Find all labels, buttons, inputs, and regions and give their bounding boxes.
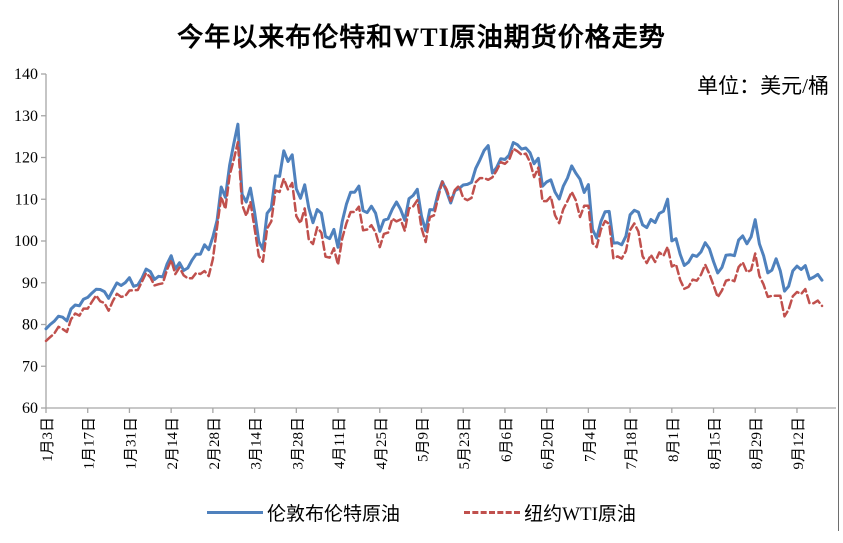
y-tick-label: 90 <box>22 275 38 292</box>
x-tick-label: 5月9日 <box>415 417 431 462</box>
y-tick-label: 140 <box>14 66 38 83</box>
legend-label-wti: 纽约WTI原油 <box>524 504 636 525</box>
legend-label-brent: 伦敦布伦特原油 <box>267 504 401 525</box>
y-tick-label: 80 <box>22 317 38 334</box>
x-tick-label: 8月1日 <box>666 417 682 462</box>
x-tick-label: 4月11日 <box>332 417 348 469</box>
x-tick-label: 5月23日 <box>457 417 473 470</box>
x-tick-label: 8月29日 <box>749 417 765 470</box>
x-tick-label: 4月25日 <box>374 417 390 470</box>
unit-label: 单位：美元/桶 <box>697 74 829 98</box>
x-tick-label: 6月20日 <box>541 417 557 470</box>
x-tick-label: 3月14日 <box>249 417 265 470</box>
chart-legend: 伦敦布伦特原油 纽约WTI原油 <box>0 499 843 526</box>
x-tick-label: 2月28日 <box>207 417 223 470</box>
y-tick-label: 110 <box>15 191 38 208</box>
x-tick-label: 3月28日 <box>290 417 306 470</box>
x-tick-label: 1月31日 <box>123 417 139 470</box>
brent-series-line <box>44 122 824 331</box>
y-tick-label: 130 <box>14 108 38 125</box>
x-tick-label: 8月15日 <box>708 417 724 470</box>
y-tick-label: 100 <box>14 233 38 250</box>
x-tick-label: 7月18日 <box>624 417 640 470</box>
x-tick-label: 2月14日 <box>165 417 181 470</box>
legend-item-brent: 伦敦布伦特原油 <box>207 499 400 526</box>
x-tick-label: 1月3日 <box>40 417 56 462</box>
x-tick-label: 6月6日 <box>499 417 515 462</box>
right-border-line <box>838 0 839 531</box>
y-tick-label: 60 <box>22 400 38 417</box>
y-tick-label: 70 <box>22 358 38 375</box>
legend-item-wti: 纽约WTI原油 <box>464 499 636 526</box>
brent-line-marker <box>207 511 264 514</box>
x-tick-label: 7月4日 <box>582 417 598 462</box>
chart-title: 今年以来布伦特和WTI原油期货价格走势 <box>177 23 666 52</box>
x-tick-label: 1月17日 <box>82 417 98 470</box>
y-tick-label: 120 <box>14 150 38 167</box>
x-tick-label: 9月12日 <box>791 417 807 470</box>
wti-line-marker <box>464 511 521 514</box>
wti-series-line <box>44 140 824 343</box>
